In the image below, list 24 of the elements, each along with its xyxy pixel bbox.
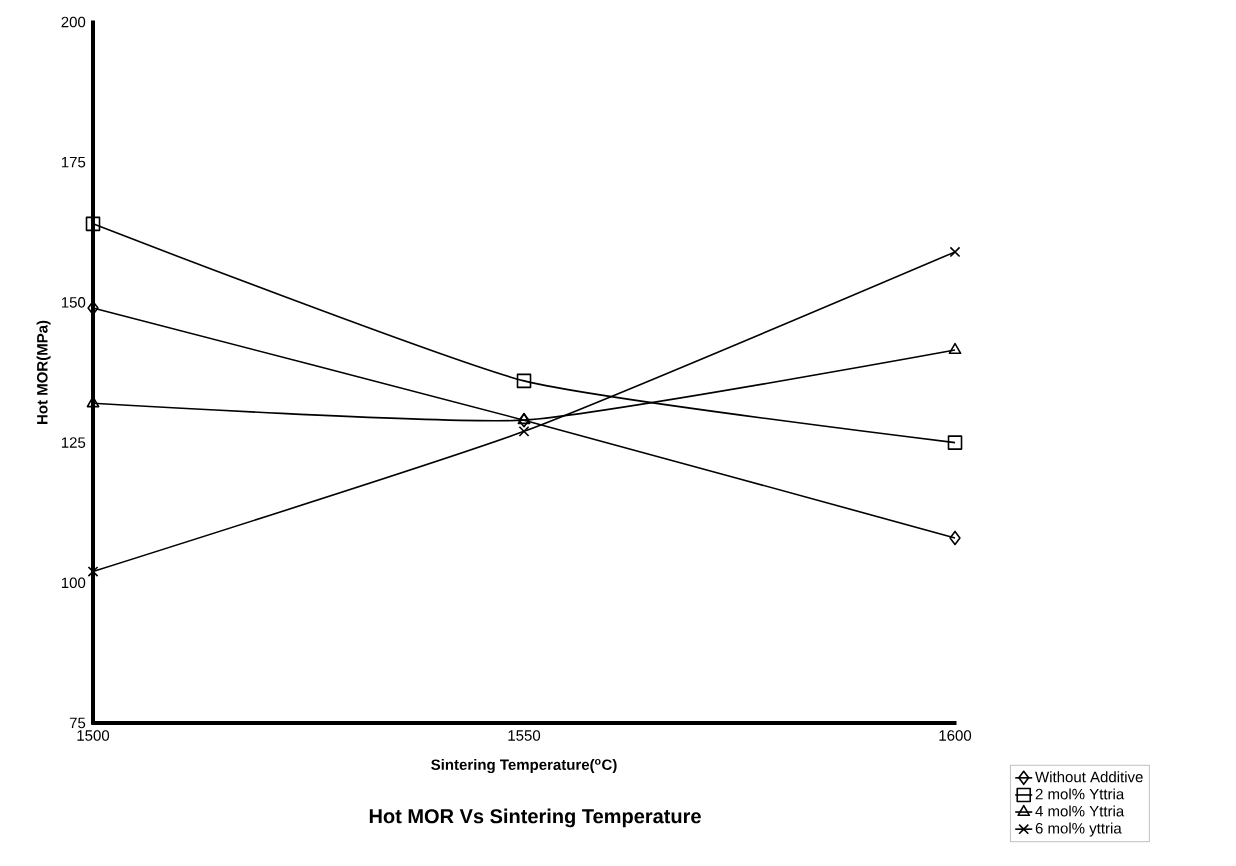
point — [87, 566, 99, 577]
legend-label: 2 mol% Yttria — [1035, 788, 1125, 800]
y-tick-label: 75 — [69, 717, 86, 729]
x-tick-label: 1500 — [77, 730, 110, 741]
point — [85, 216, 101, 232]
point — [947, 435, 963, 450]
legend-label: 6 mol% yttria — [1035, 822, 1122, 837]
y-axis-title: Hot MOR(MPa) — [36, 320, 51, 424]
text: Hot MOR Vs Sintering Temperature — [369, 808, 701, 828]
y-tick-label: 200 — [61, 16, 86, 28]
legend-label: Without Additive — [1035, 771, 1143, 783]
y-tick-label: 125 — [61, 437, 86, 448]
x-axis-title: Sintering Temperature($^{o}$C) — [431, 759, 617, 774]
point — [518, 425, 530, 437]
point — [948, 342, 962, 355]
point — [949, 530, 961, 546]
y-tick-label: 150 — [61, 297, 86, 308]
legend-label: 4 mol% Yttria — [1035, 805, 1125, 817]
x-tick-label: 1600 — [939, 730, 972, 741]
y-tick-label: 100 — [61, 577, 86, 589]
x-tick-label: 1550 — [508, 730, 541, 741]
y-tick-label: 175 — [61, 156, 86, 168]
point — [949, 246, 961, 258]
point — [516, 373, 532, 389]
